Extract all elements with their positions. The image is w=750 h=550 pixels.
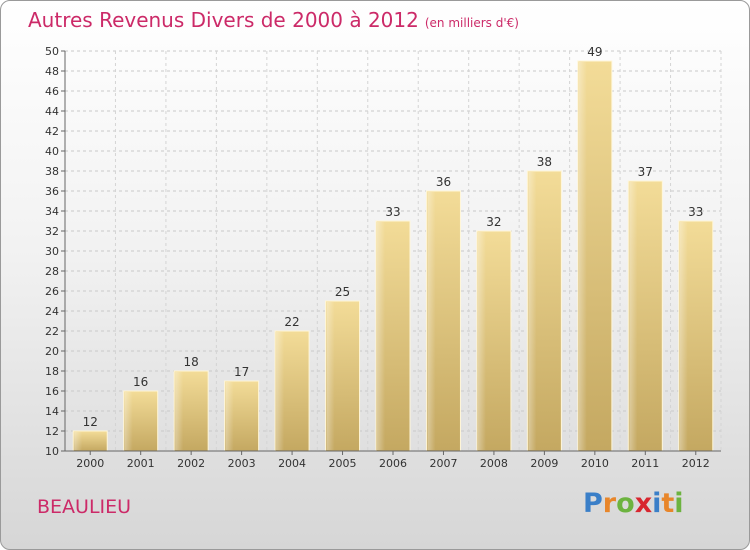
bar-value-label: 18 xyxy=(184,355,199,369)
x-tick-label: 2002 xyxy=(177,457,205,470)
bar-value-label: 36 xyxy=(436,175,451,189)
x-tick-label: 2011 xyxy=(631,457,659,470)
y-tick-label: 50 xyxy=(45,45,59,58)
y-tick-label: 12 xyxy=(45,425,59,438)
bar-value-label: 17 xyxy=(234,365,249,379)
y-tick-label: 34 xyxy=(45,205,59,218)
y-tick-label: 38 xyxy=(45,165,59,178)
y-tick-label: 42 xyxy=(45,125,59,138)
y-tick-label: 20 xyxy=(45,345,59,358)
y-tick-label: 28 xyxy=(45,265,59,278)
bar-highlight xyxy=(679,222,688,450)
bar-highlight xyxy=(477,232,486,450)
commune-name: BEAULIEU xyxy=(37,496,132,518)
label-layer: 12 16 18 17 22 25 33 36 32 38 49 37 33 xyxy=(83,45,704,429)
x-tick-label: 2012 xyxy=(682,457,710,470)
y-tick-label: 40 xyxy=(45,145,59,158)
proxiti-logo: Proxiti xyxy=(583,488,684,519)
x-tick-label: 2005 xyxy=(329,457,357,470)
x-tick-label: 2001 xyxy=(127,457,155,470)
x-tick-label: 2007 xyxy=(429,457,457,470)
bar-highlight xyxy=(377,222,385,450)
y-tick-label: 26 xyxy=(45,285,59,298)
logo-letter: x xyxy=(634,488,653,519)
logo-letter: r xyxy=(602,488,617,519)
y-tick-label: 16 xyxy=(45,385,59,398)
bar-value-label: 32 xyxy=(486,215,501,229)
y-tick-label: 36 xyxy=(45,185,59,198)
logo-letter: i xyxy=(652,488,662,519)
bar-highlight xyxy=(326,302,335,450)
logo-letter: i xyxy=(674,488,684,519)
x-tick-label: 2009 xyxy=(530,457,558,470)
y-tick-label: 32 xyxy=(45,225,59,238)
x-tick-label: 2006 xyxy=(379,457,407,470)
bar-highlight xyxy=(124,392,133,450)
bar-highlight xyxy=(74,432,83,450)
bar-value-label: 25 xyxy=(335,285,350,299)
bar-value-label: 33 xyxy=(688,205,703,219)
chart-title-main: Autres Revenus Divers de 2000 à 2012 xyxy=(28,8,419,32)
y-tick-label: 10 xyxy=(45,445,59,458)
bar-value-label: 16 xyxy=(133,375,148,389)
bar-value-label: 49 xyxy=(587,45,602,59)
bar-value-label: 37 xyxy=(638,165,653,179)
bar-highlight xyxy=(225,382,234,450)
bar-value-label: 12 xyxy=(83,415,98,429)
bar-layer xyxy=(72,60,714,452)
y-tick-label: 22 xyxy=(45,325,59,338)
bar-value-label: 22 xyxy=(284,315,299,329)
chart-title: Autres Revenus Divers de 2000 à 2012 (en … xyxy=(28,8,519,32)
logo-letter: P xyxy=(583,488,603,519)
chart-title-unit: (en milliers d'€) xyxy=(424,16,519,30)
bar-highlight xyxy=(276,332,285,450)
x-tick-label: 2000 xyxy=(76,457,104,470)
y-tick-label: 44 xyxy=(45,105,59,118)
bar-value-label: 33 xyxy=(385,205,400,219)
y-tick-label: 24 xyxy=(45,305,59,318)
bar-highlight xyxy=(528,172,537,450)
x-tick-label: 2008 xyxy=(480,457,508,470)
bar-highlight xyxy=(578,62,587,450)
y-tick-label: 30 xyxy=(45,245,59,258)
y-tick-label: 48 xyxy=(45,65,59,78)
y-tick-label: 46 xyxy=(45,85,59,98)
axis-layer: 10 12 14 16 18 20 22 24 26 28 30 32 34 36 38 40 42 44 46 48… xyxy=(45,45,721,470)
x-tick-label: 2003 xyxy=(228,457,256,470)
x-tick-label: 2010 xyxy=(581,457,609,470)
bar-highlight xyxy=(175,372,184,450)
y-tick-label: 14 xyxy=(45,405,59,418)
bar-highlight xyxy=(629,182,638,450)
y-tick-label: 18 xyxy=(45,365,59,378)
bar-highlight xyxy=(427,192,436,450)
logo-letter: o xyxy=(616,488,635,519)
logo-letter: t xyxy=(661,488,675,519)
x-tick-label: 2004 xyxy=(278,457,306,470)
bar-value-label: 38 xyxy=(537,155,552,169)
